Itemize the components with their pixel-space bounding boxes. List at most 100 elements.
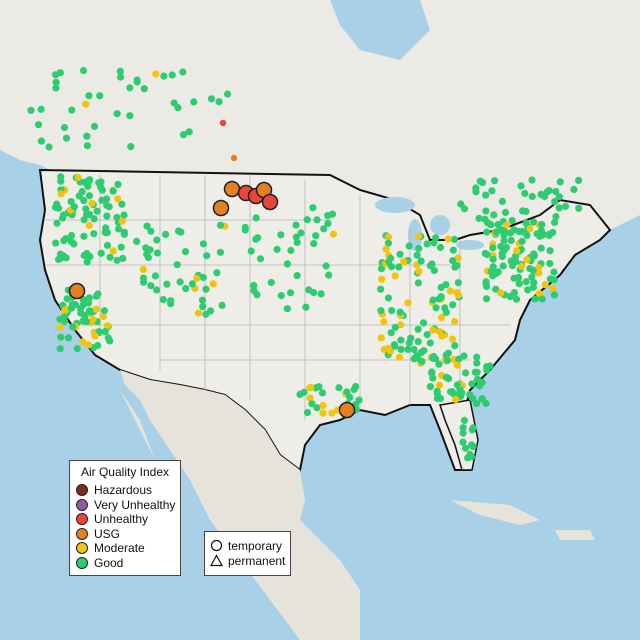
- good-station-marker: [80, 232, 88, 240]
- good-station-marker: [462, 369, 470, 377]
- good-station-marker: [160, 72, 168, 80]
- good-station-marker: [120, 211, 128, 219]
- moderate-station-marker: [453, 361, 461, 369]
- good-station-marker: [140, 278, 148, 286]
- good-station-marker: [397, 345, 405, 353]
- good-station-marker: [144, 253, 152, 261]
- good-station-marker: [384, 294, 392, 302]
- baja-california: [120, 390, 170, 490]
- good-station-marker: [528, 176, 536, 184]
- good-station-marker: [103, 195, 111, 203]
- good-station-marker: [404, 345, 412, 353]
- good-station-marker: [283, 260, 291, 268]
- good-station-marker: [483, 282, 491, 291]
- moderate-station-marker: [448, 335, 457, 343]
- good-station-marker: [296, 390, 304, 398]
- moderate-station-marker: [74, 173, 82, 182]
- good-station-marker: [181, 248, 190, 256]
- good-station-marker: [414, 338, 422, 346]
- good-station-marker: [52, 239, 60, 247]
- good-station-marker: [487, 221, 495, 229]
- good-station-marker: [415, 244, 423, 253]
- good-station-marker: [126, 112, 134, 120]
- good-station-marker: [377, 307, 385, 315]
- legend-title: Air Quality Index: [80, 465, 170, 479]
- good-station-marker: [100, 307, 108, 315]
- good-station-marker: [410, 345, 418, 354]
- moderate-station-marker: [328, 409, 336, 417]
- good-station-marker: [312, 232, 320, 240]
- good-station-marker: [216, 248, 224, 256]
- good-station-marker: [308, 400, 316, 408]
- good-station-marker: [455, 355, 463, 363]
- good-station-marker: [59, 214, 67, 222]
- moderate-station-marker: [209, 280, 217, 288]
- good-station-marker: [60, 237, 68, 245]
- good-station-marker: [85, 92, 93, 100]
- good-station-marker: [482, 191, 490, 199]
- good-station-marker: [34, 121, 43, 129]
- legend-item-very-unhealthy: Very Unhealthy: [70, 498, 180, 513]
- good-station-marker: [198, 296, 207, 304]
- good-station-marker: [90, 215, 98, 223]
- good-station-marker: [176, 278, 184, 286]
- good-station-marker: [473, 359, 481, 367]
- good-station-marker: [103, 212, 111, 220]
- good-station-marker: [498, 197, 506, 205]
- good-station-marker: [190, 98, 198, 106]
- good-station-marker: [494, 221, 502, 229]
- moderate-station-marker: [541, 280, 549, 289]
- good-station-marker: [83, 258, 91, 266]
- good-station-marker: [414, 279, 422, 287]
- good-station-marker: [462, 444, 470, 452]
- good-station-marker: [109, 187, 117, 195]
- good-station-marker: [224, 90, 232, 98]
- good-station-marker: [546, 247, 554, 255]
- good-station-marker: [106, 253, 114, 261]
- good-station-marker: [530, 218, 538, 226]
- good-station-marker: [468, 453, 476, 461]
- good-station-marker: [202, 285, 210, 293]
- good-station-marker: [143, 222, 151, 230]
- good-station-marker: [56, 345, 64, 353]
- good-station-marker: [62, 254, 70, 262]
- good-station-marker: [60, 123, 69, 132]
- good-station-marker: [292, 221, 300, 229]
- good-station-marker: [69, 323, 77, 331]
- good-station-marker: [57, 177, 65, 185]
- good-station-marker: [537, 190, 545, 198]
- good-station-marker: [510, 289, 518, 297]
- good-station-marker: [515, 228, 523, 236]
- good-station-marker: [497, 226, 505, 234]
- good-swatch-icon: [76, 556, 88, 569]
- good-station-marker: [397, 336, 405, 344]
- good-station-marker: [179, 68, 187, 76]
- good-station-marker: [515, 280, 523, 288]
- good-station-marker: [254, 234, 262, 242]
- good-station-marker: [168, 71, 176, 79]
- good-station-marker: [82, 178, 90, 186]
- good-station-marker: [85, 307, 94, 315]
- moderate-station-marker: [92, 305, 100, 313]
- good-station-marker: [436, 243, 445, 252]
- good-station-marker: [80, 216, 88, 224]
- moderate-station-marker: [380, 318, 388, 326]
- good-station-marker: [293, 238, 301, 246]
- good-station-marker: [489, 244, 497, 252]
- moderate-station-marker: [194, 309, 203, 317]
- unhealthy-station-marker: [219, 119, 227, 127]
- good-station-marker: [435, 360, 443, 368]
- moderate-station-marker: [549, 284, 557, 292]
- good-station-marker: [283, 305, 291, 313]
- monitor-type-legend: temporary permanent: [204, 531, 291, 576]
- good-station-marker: [391, 323, 399, 331]
- moderate-swatch-icon: [76, 542, 88, 555]
- good-station-marker: [64, 334, 73, 342]
- moderate-station-marker: [435, 381, 444, 389]
- moderate-station-marker: [503, 221, 511, 229]
- good-station-marker: [62, 134, 71, 142]
- good-station-marker: [555, 204, 563, 212]
- good-station-marker: [395, 263, 403, 271]
- legend-item-usg: USG: [70, 527, 180, 542]
